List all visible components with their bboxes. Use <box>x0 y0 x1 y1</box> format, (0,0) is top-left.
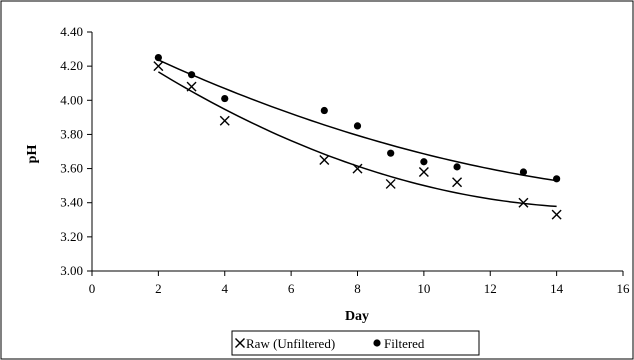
y-tick-label: 3.20 <box>60 229 83 244</box>
legend-dot-marker <box>373 339 381 347</box>
x-tick-label: 4 <box>222 281 229 296</box>
legend-x-marker <box>235 338 245 348</box>
x-tick-label: 14 <box>550 281 564 296</box>
data-point-filtered <box>453 163 461 171</box>
x-tick-label: 16 <box>617 281 631 296</box>
data-point-raw <box>153 61 164 72</box>
y-tick-label: 3.40 <box>60 195 83 210</box>
data-point-raw <box>452 177 463 188</box>
x-tick-label: 2 <box>155 281 162 296</box>
data-point-raw <box>186 81 197 92</box>
y-axis-title: pH <box>25 145 40 164</box>
data-point-filtered <box>420 158 428 166</box>
legend-marker-filtered <box>373 339 381 347</box>
y-tick-label: 3.60 <box>60 161 83 176</box>
y-tick-label: 4.00 <box>60 92 83 107</box>
data-points <box>153 54 562 220</box>
data-point-filtered <box>353 122 362 130</box>
y-tick-label: 4.20 <box>60 58 83 73</box>
legend: Raw (Unfiltered) Filtered <box>231 330 480 356</box>
data-point-filtered <box>154 54 162 62</box>
data-point-raw <box>219 115 230 126</box>
trendline-raw <box>157 71 557 208</box>
data-point-filtered <box>519 168 528 176</box>
data-point-raw <box>518 197 529 208</box>
data-point-raw <box>352 163 363 174</box>
x-tick-label: 8 <box>354 281 361 296</box>
y-tick-label: 3.80 <box>60 126 83 141</box>
x-tick-label: 10 <box>417 281 430 296</box>
trendline-filtered <box>158 59 557 182</box>
legend-box <box>231 330 480 356</box>
data-point-filtered <box>221 94 229 103</box>
data-point-raw <box>319 155 330 166</box>
data-point-raw <box>385 178 396 189</box>
x-axis-title: Day <box>345 309 369 324</box>
data-point-filtered <box>387 149 395 157</box>
legend-label-filtered: Filtered <box>384 336 425 351</box>
y-tick-label: 3.00 <box>60 263 83 278</box>
x-tick-label: 12 <box>484 281 497 296</box>
legend-label-raw: Raw (Unfiltered) <box>246 336 335 351</box>
y-tick-label: 4.40 <box>60 24 83 39</box>
legend-marker-raw <box>235 338 245 348</box>
data-point-raw <box>418 166 429 177</box>
y-axis-ticks: 3.00 3.20 3.40 3.60 3.80 4.00 4.20 4.40 <box>60 24 92 278</box>
data-point-filtered <box>553 175 561 183</box>
x-tick-label: 0 <box>89 281 96 296</box>
x-tick-label: 6 <box>288 281 295 296</box>
data-point-filtered <box>320 106 328 115</box>
x-axis-ticks: 0 2 4 6 8 10 12 14 16 <box>89 271 630 296</box>
data-point-raw <box>551 209 562 220</box>
data-point-filtered <box>187 71 196 79</box>
trendlines <box>157 59 557 208</box>
